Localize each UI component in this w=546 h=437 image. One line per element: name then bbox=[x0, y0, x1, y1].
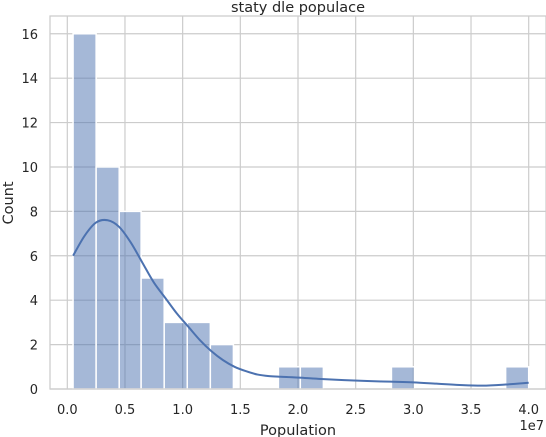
x-tick-label: 4.0 bbox=[518, 403, 539, 418]
histogram-bar bbox=[390, 366, 416, 390]
x-tick-label: 0.5 bbox=[115, 403, 136, 418]
x-tick-label: 0.0 bbox=[57, 403, 78, 418]
x-tick-label: 3.5 bbox=[461, 403, 482, 418]
y-axis-ticks: 0 2 4 6 8 10 12 14 16 bbox=[21, 28, 38, 398]
y-tick-label: 14 bbox=[21, 72, 38, 87]
histogram-bar bbox=[186, 321, 212, 390]
y-tick-label: 0 bbox=[30, 383, 38, 398]
y-tick-label: 2 bbox=[30, 339, 38, 354]
histogram-bar bbox=[72, 33, 97, 390]
histogram-bar bbox=[140, 277, 165, 390]
histogram-bar bbox=[95, 166, 120, 390]
histogram-bar bbox=[163, 321, 189, 390]
x-tick-label: 2.5 bbox=[345, 403, 366, 418]
plot-area bbox=[49, 15, 546, 390]
x-tick-label: 1.5 bbox=[230, 403, 251, 418]
x-tick-label: 2.0 bbox=[288, 403, 309, 418]
x-axis-offset-label: 1e7 bbox=[519, 419, 544, 434]
y-tick-label: 10 bbox=[21, 161, 38, 176]
plot-frame bbox=[49, 15, 546, 390]
kde-curve bbox=[72, 218, 529, 387]
y-tick-label: 12 bbox=[21, 117, 38, 132]
histogram-bar bbox=[504, 366, 530, 390]
x-tick-label: 1.0 bbox=[172, 403, 193, 418]
histogram-bar bbox=[209, 343, 235, 390]
y-tick-label: 8 bbox=[30, 205, 38, 220]
y-tick-label: 4 bbox=[30, 294, 38, 309]
chart-title: staty dle populace bbox=[231, 0, 365, 16]
histogram-bar bbox=[118, 210, 142, 390]
y-axis-label: Count bbox=[1, 181, 17, 224]
y-tick-label: 6 bbox=[30, 250, 38, 265]
y-tick-label: 16 bbox=[21, 28, 38, 43]
x-tick-label: 3.0 bbox=[403, 403, 424, 418]
x-axis-ticks: 0.0 0.5 1.0 1.5 2.0 2.5 3.0 3.5 4.0 bbox=[57, 403, 539, 418]
x-axis-label: Population bbox=[260, 423, 336, 437]
